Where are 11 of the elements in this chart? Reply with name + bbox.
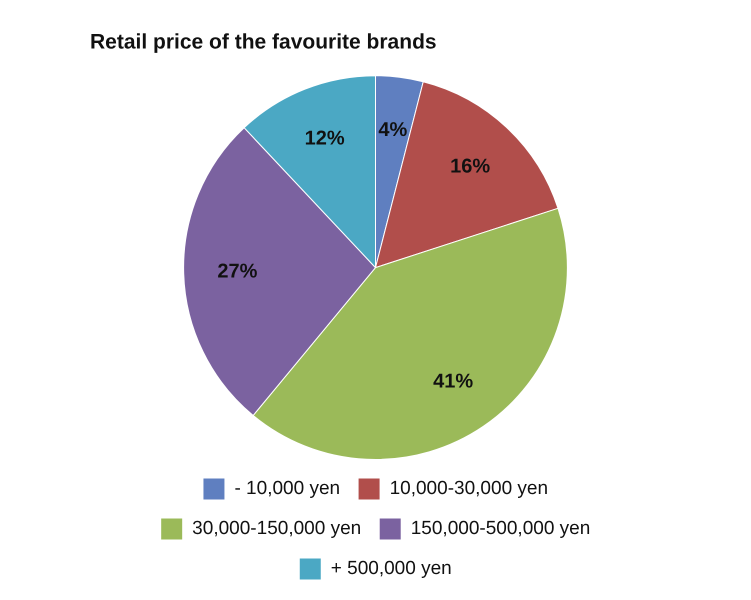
- legend-label: - 10,000 yen: [234, 478, 340, 500]
- legend-label: 10,000-30,000 yen: [390, 478, 548, 500]
- data-label: 41%: [433, 370, 474, 392]
- data-label: 27%: [217, 260, 258, 282]
- chart-title: Retail price of the favourite brands: [90, 30, 437, 54]
- data-label: 4%: [378, 119, 408, 142]
- data-label: 16%: [450, 155, 490, 178]
- legend-label: 150,000-500,000 yen: [410, 518, 590, 540]
- legend-label: + 500,000 yen: [330, 558, 452, 580]
- data-label: 12%: [304, 128, 345, 150]
- legend-label: 30,000-150,000 yen: [192, 518, 362, 540]
